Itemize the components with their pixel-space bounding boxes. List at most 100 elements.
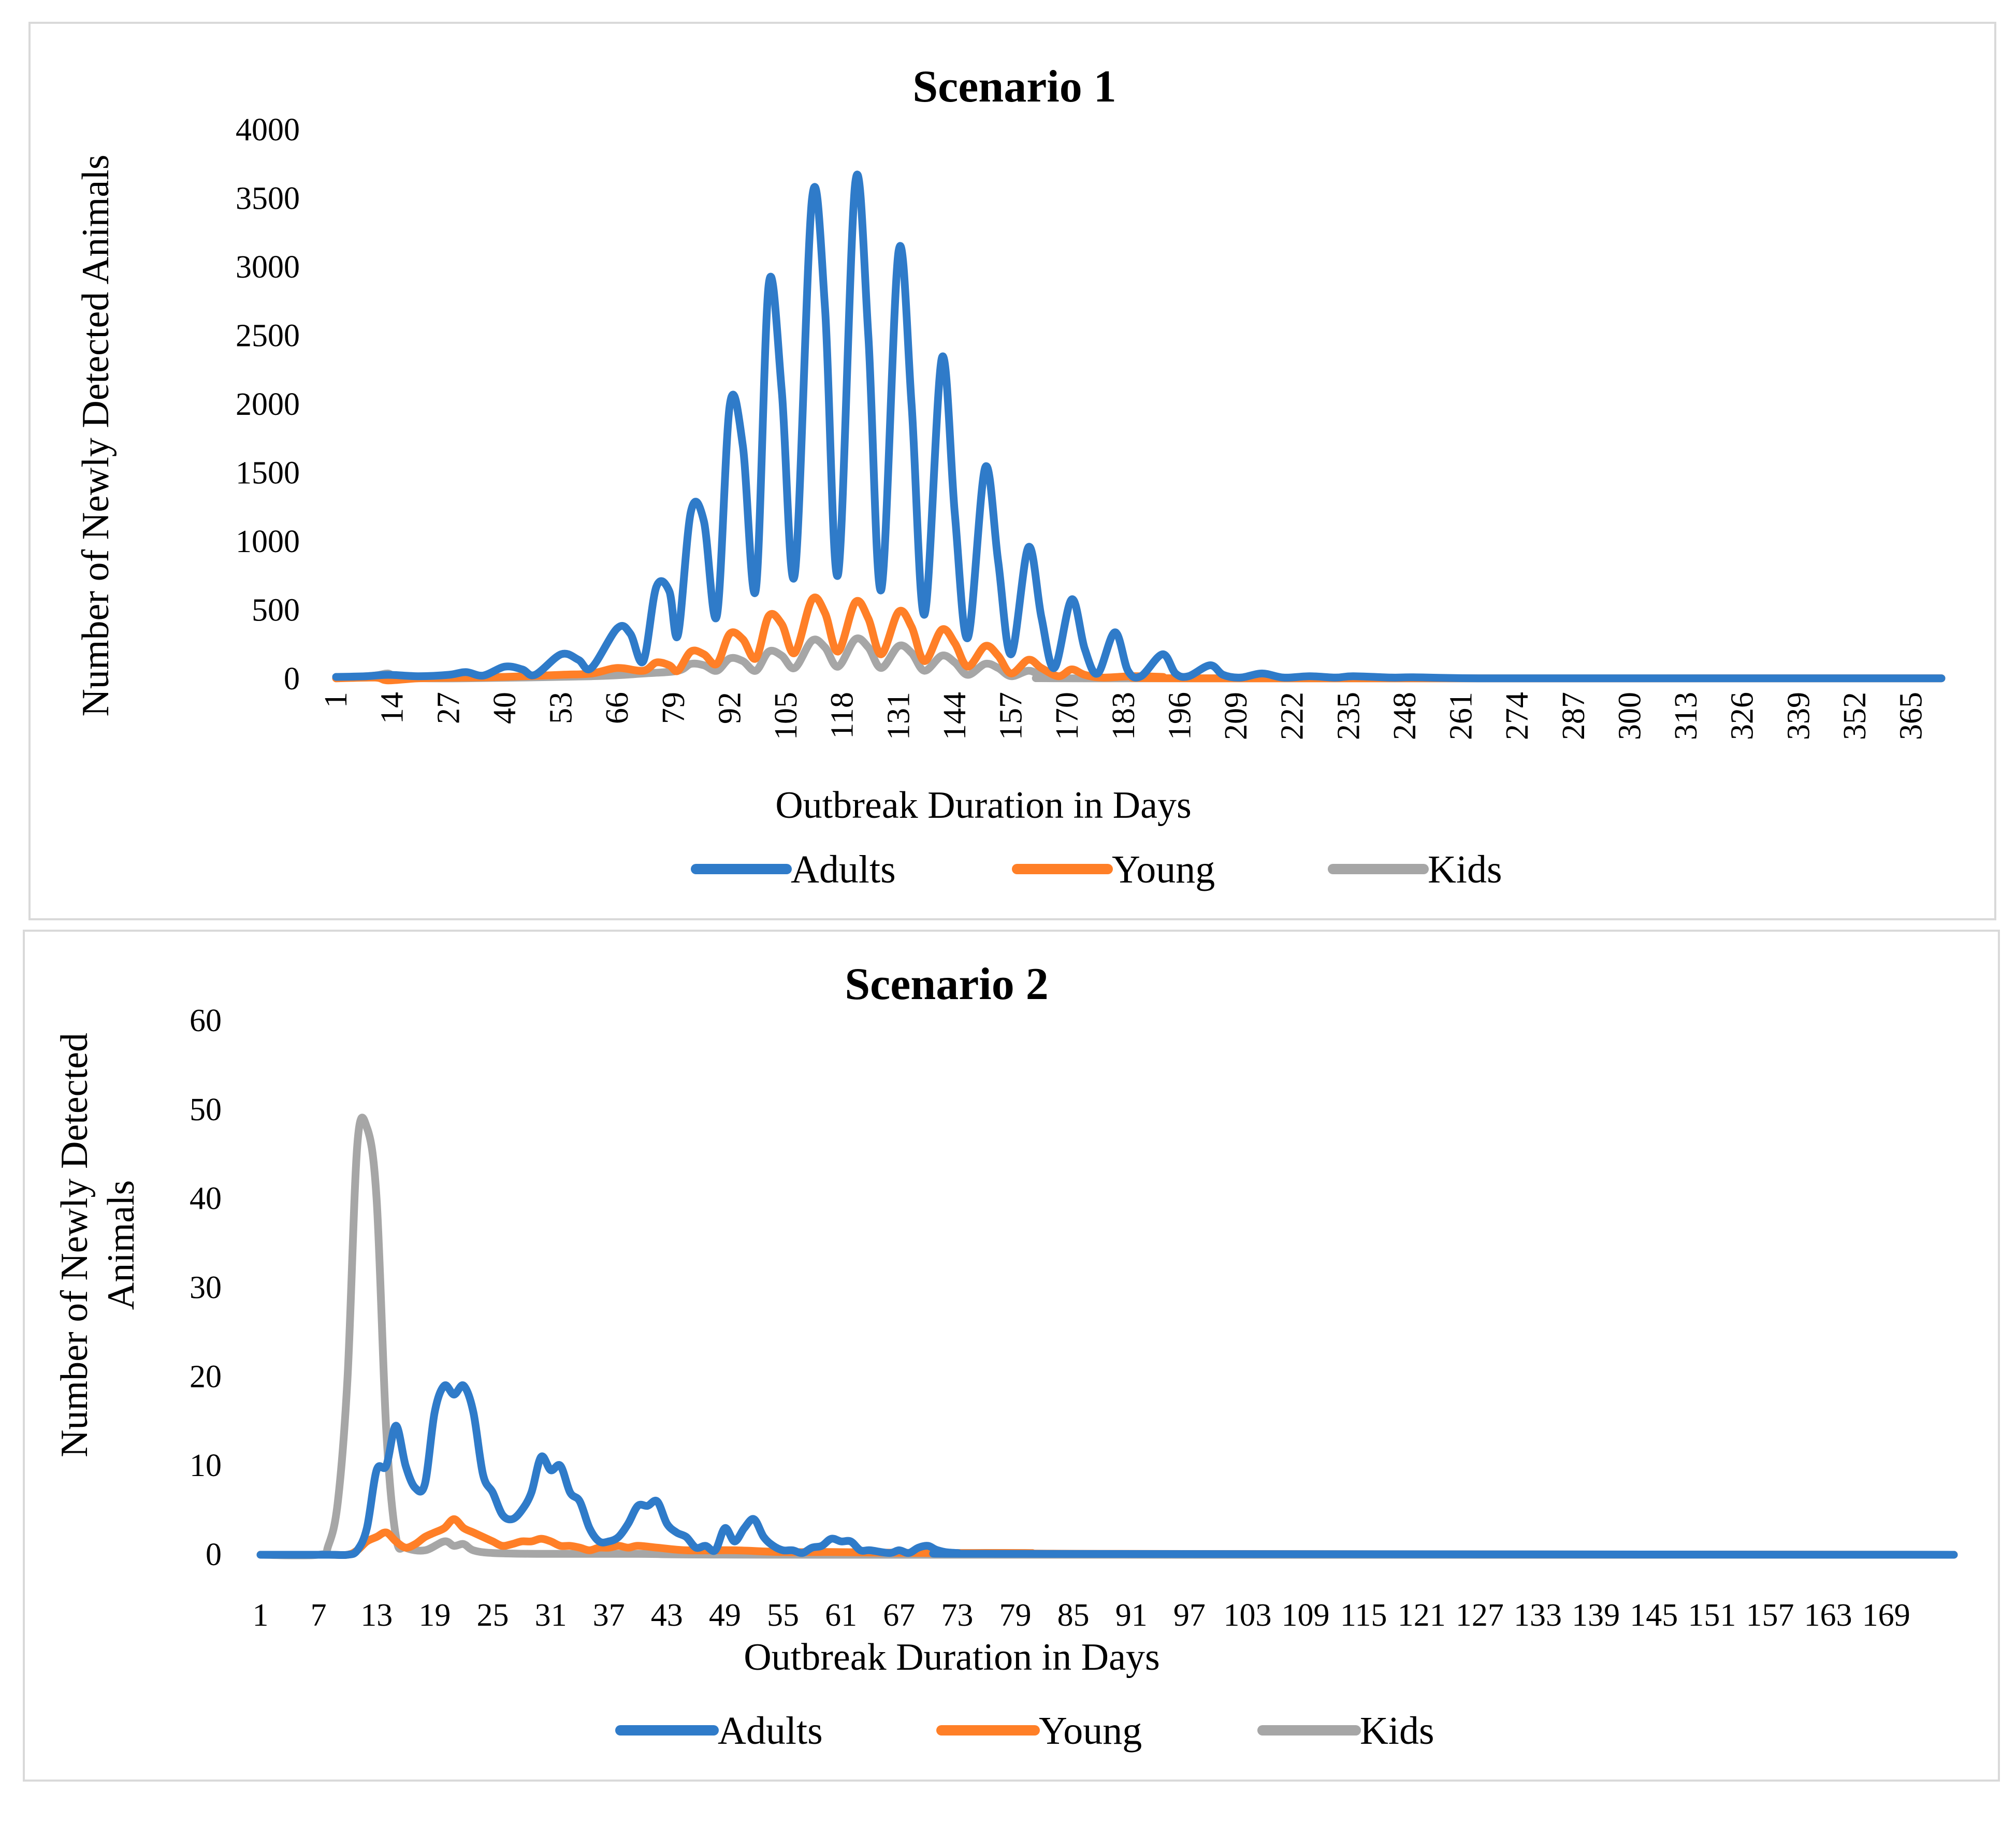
chart-title: Scenario 2 (845, 959, 1049, 1009)
y-axis-label-line-2: Animals (100, 1180, 142, 1310)
series-line-kids (256, 1114, 1958, 1559)
y-tick-label: 2000 (236, 387, 300, 422)
x-tick-label: 222 (1275, 692, 1310, 740)
y-tick-label: 10 (190, 1448, 222, 1483)
x-tick-label: 313 (1669, 692, 1704, 740)
x-tick-label: 25 (476, 1598, 509, 1633)
y-tick-label: 30 (190, 1270, 222, 1306)
chart-scenario-2: Scenario 2 Number of Newly Detected Anim… (53, 959, 1958, 1753)
x-tick-label: 131 (881, 692, 916, 740)
x-tick-labels: 1 14 27 40 53 66 79 92 105 118 131 144 157 170 183 196 2… (318, 692, 1929, 740)
chart-panel-scenario-1: Scenario 1 Number of Newly Detected Anim… (28, 22, 1996, 920)
x-tick-label: 144 (937, 692, 973, 740)
y-tick-label: 50 (190, 1092, 222, 1127)
plot-lines (332, 170, 1946, 685)
y-axis-label-line-1: Number of Newly Detected (53, 1033, 96, 1457)
x-tick-label: 79 (999, 1598, 1031, 1633)
legend-label-young: Young (1112, 848, 1215, 891)
x-tick-label: 49 (709, 1598, 741, 1633)
x-tick-label: 91 (1115, 1598, 1148, 1633)
x-tick-labels: 1 7 13 19 25 31 37 43 49 55 61 67 73 79 85 91 97 103 109 11… (253, 1598, 1910, 1633)
x-tick-label: 300 (1612, 692, 1647, 740)
x-tick-label: 19 (418, 1598, 451, 1633)
x-tick-label: 365 (1894, 692, 1929, 740)
chart-title: Scenario 1 (912, 62, 1116, 112)
legend: Adults Young Kids (691, 848, 1502, 891)
x-tick-label: 163 (1804, 1598, 1852, 1633)
y-tick-label: 3500 (236, 181, 300, 216)
x-tick-label: 352 (1837, 692, 1873, 740)
legend-label-kids: Kids (1360, 1709, 1434, 1753)
x-tick-label: 118 (825, 692, 860, 739)
x-tick-label: 235 (1331, 692, 1366, 740)
series-line-adults (256, 1381, 1958, 1559)
x-tick-label: 109 (1282, 1598, 1330, 1633)
x-tick-label: 103 (1223, 1598, 1271, 1633)
y-tick-label: 1500 (236, 456, 300, 491)
x-tick-label: 183 (1106, 692, 1141, 740)
x-tick-label: 67 (883, 1598, 915, 1633)
legend: Adults Young Kids (615, 1709, 1434, 1753)
x-tick-label: 261 (1444, 692, 1479, 740)
y-tick-labels: 0 10 20 30 40 50 60 (190, 1003, 222, 1572)
series-line-young (256, 1515, 1958, 1559)
legend-label-kids: Kids (1428, 848, 1502, 891)
y-tick-label: 1000 (236, 524, 300, 559)
x-tick-label: 157 (994, 692, 1029, 740)
x-tick-label: 145 (1630, 1598, 1678, 1633)
y-tick-label: 3000 (236, 250, 300, 285)
x-tick-label: 170 (1050, 692, 1085, 740)
x-tick-label: 73 (941, 1598, 973, 1633)
x-axis-title: Outbreak Duration in Days (775, 784, 1192, 827)
x-tick-label: 53 (544, 692, 579, 724)
x-tick-label: 169 (1862, 1598, 1910, 1633)
series-line-adults (332, 170, 1946, 683)
x-tick-label: 43 (651, 1598, 683, 1633)
x-tick-label: 1 (318, 692, 354, 708)
x-tick-label: 139 (1572, 1598, 1620, 1633)
x-tick-label: 66 (600, 692, 635, 724)
chart-panel-scenario-2: Scenario 2 Number of Newly Detected Anim… (23, 930, 2000, 1782)
y-axis-title: Number of Newly Detected Animals (53, 1033, 142, 1457)
x-tick-label: 105 (768, 692, 804, 740)
x-tick-label: 61 (825, 1598, 857, 1633)
x-tick-label: 196 (1162, 692, 1197, 740)
x-tick-label: 37 (593, 1598, 625, 1633)
x-tick-label: 79 (656, 692, 691, 724)
y-tick-label: 2500 (236, 319, 300, 354)
x-tick-label: 287 (1556, 692, 1591, 740)
x-tick-label: 92 (712, 692, 747, 724)
legend-label-young: Young (1039, 1709, 1142, 1753)
x-tick-label: 339 (1781, 692, 1816, 740)
x-tick-label: 7 (311, 1598, 327, 1633)
x-tick-label: 40 (487, 692, 523, 724)
x-tick-label: 31 (535, 1598, 567, 1633)
y-tick-labels: 0 500 1000 1500 2000 2500 3000 3500 4000 (236, 112, 300, 697)
y-tick-label: 500 (252, 593, 300, 628)
y-tick-label: 40 (190, 1181, 222, 1217)
y-axis-title: Number of Newly Detected Animals (75, 154, 117, 716)
x-tick-label: 1 (253, 1598, 269, 1633)
x-tick-label: 157 (1746, 1598, 1794, 1633)
plot-lines (256, 1114, 1958, 1559)
series-line-young (332, 594, 1946, 685)
y-tick-label: 4000 (236, 112, 300, 148)
x-tick-label: 13 (360, 1598, 393, 1633)
x-tick-label: 248 (1387, 692, 1423, 740)
x-tick-label: 151 (1688, 1598, 1736, 1633)
x-tick-label: 127 (1456, 1598, 1504, 1633)
x-tick-label: 97 (1173, 1598, 1206, 1633)
y-tick-label: 0 (206, 1537, 222, 1572)
x-tick-label: 274 (1500, 692, 1535, 740)
legend-label-adults: Adults (718, 1709, 823, 1753)
x-tick-label: 55 (767, 1598, 799, 1633)
x-tick-label: 115 (1340, 1598, 1387, 1633)
x-tick-label: 27 (431, 692, 466, 724)
chart-scenario-1: Scenario 1 Number of Newly Detected Anim… (75, 62, 1946, 891)
legend-label-adults: Adults (791, 848, 896, 891)
y-tick-label: 60 (190, 1003, 222, 1038)
x-tick-label: 14 (375, 692, 410, 724)
x-tick-label: 121 (1398, 1598, 1446, 1633)
y-tick-label: 0 (284, 661, 300, 697)
y-axis-label-line: Number of Newly Detected Animals (75, 154, 117, 716)
